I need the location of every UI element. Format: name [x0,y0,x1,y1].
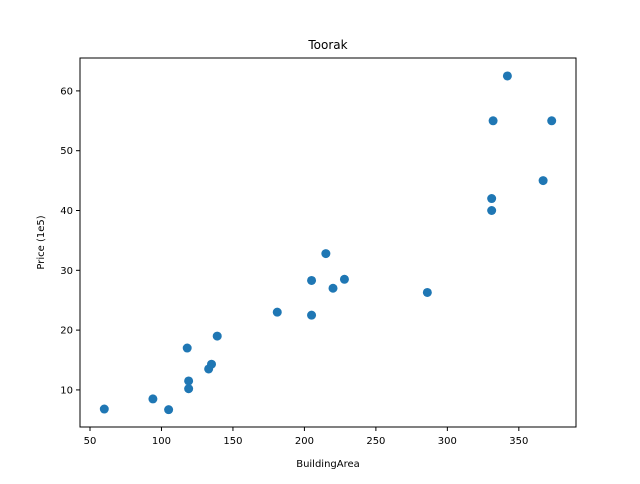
data-point [164,405,174,415]
x-axis-label: BuildingArea [296,459,360,470]
ticks-layer: 50 100 150 200 250 300 350 10 20 30 40 50 60 [60,86,528,447]
x-tick-label: 100 [152,436,171,447]
x-tick-label: 200 [295,436,314,447]
x-tick-label: 250 [366,436,385,447]
data-point [99,404,109,414]
data-point [307,275,317,285]
data-point [182,343,192,353]
data-point [487,206,497,216]
data-point [547,116,557,126]
x-tick-label: 50 [84,436,97,447]
y-tick-label: 30 [60,266,73,277]
plot-frame [79,57,577,428]
data-point [148,394,158,404]
data-point [212,331,222,341]
data-point [272,307,282,317]
data-point [184,376,194,386]
y-tick-label: 40 [60,206,73,217]
data-point [321,249,331,259]
y-tick-label: 20 [60,326,73,337]
y-tick-label: 50 [60,146,73,157]
data-point [339,274,349,284]
chart-title: Toorak [307,38,347,52]
y-axis-label: Price (1e5) [36,215,47,269]
data-point [422,287,432,297]
plot-area [80,58,576,427]
data-point [538,176,548,186]
data-point [307,310,317,320]
x-tick-label: 150 [223,436,242,447]
x-tick-label: 300 [438,436,457,447]
data-point [207,359,217,369]
y-tick-label: 10 [60,385,73,396]
data-point [488,116,498,126]
y-tick-label: 60 [60,86,73,97]
x-tick-label: 350 [509,436,528,447]
data-point [502,71,512,81]
points-layer [99,71,557,415]
data-point [184,384,194,394]
data-point [328,283,338,293]
data-point [487,194,497,204]
